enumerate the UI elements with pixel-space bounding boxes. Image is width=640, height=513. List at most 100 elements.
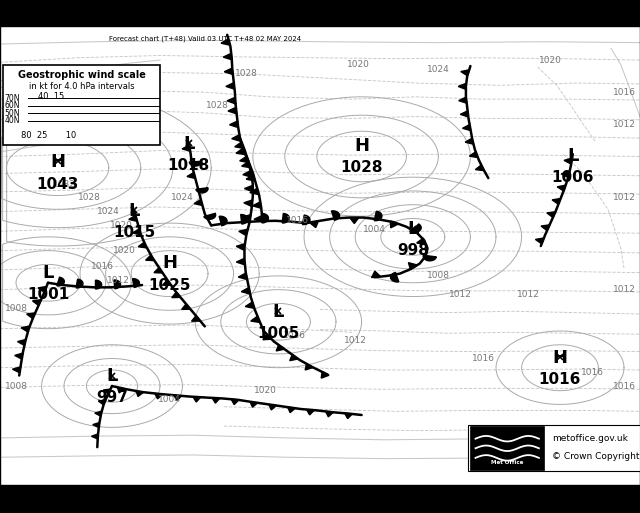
Polygon shape <box>305 364 313 370</box>
Text: L: L <box>129 202 140 220</box>
Polygon shape <box>310 221 318 228</box>
Polygon shape <box>236 259 245 265</box>
FancyBboxPatch shape <box>470 426 544 470</box>
Polygon shape <box>288 407 295 412</box>
Polygon shape <box>136 391 143 397</box>
Polygon shape <box>189 161 202 166</box>
Text: 1020: 1020 <box>110 221 133 230</box>
Polygon shape <box>204 213 216 220</box>
Polygon shape <box>242 214 251 221</box>
Polygon shape <box>138 242 147 248</box>
Polygon shape <box>349 218 359 224</box>
Text: 1016: 1016 <box>612 88 636 97</box>
Text: 1012: 1012 <box>612 193 636 202</box>
Text: 70N: 70N <box>4 93 20 103</box>
Polygon shape <box>103 389 111 394</box>
Text: 1024: 1024 <box>427 65 450 74</box>
Text: 80  25       10: 80 25 10 <box>21 131 76 141</box>
Text: 998: 998 <box>397 243 429 258</box>
Polygon shape <box>246 175 255 181</box>
Polygon shape <box>114 280 120 289</box>
Polygon shape <box>93 423 99 427</box>
Text: Forecast chart (T+48) Valid 03 UTC T+48 02 MAY 2024: Forecast chart (T+48) Valid 03 UTC T+48 … <box>100 10 310 19</box>
Polygon shape <box>417 238 426 244</box>
Text: 1006: 1006 <box>552 170 594 185</box>
Polygon shape <box>191 316 200 321</box>
Polygon shape <box>221 39 230 45</box>
Text: L: L <box>183 135 195 153</box>
Text: Forecast chart (T+48) Valid 03 UTC T+48 02 MAY 2024: Forecast chart (T+48) Valid 03 UTC T+48 … <box>109 36 301 42</box>
Text: 1016: 1016 <box>539 372 581 387</box>
Text: 1012: 1012 <box>449 290 472 299</box>
Polygon shape <box>76 279 83 288</box>
Text: 1020: 1020 <box>539 55 562 65</box>
Polygon shape <box>303 215 310 225</box>
Text: L: L <box>106 367 118 385</box>
Text: 1012: 1012 <box>612 285 636 294</box>
Text: 1004: 1004 <box>363 226 386 234</box>
Text: in kt for 4.0 hPa intervals: in kt for 4.0 hPa intervals <box>29 82 134 91</box>
Text: H: H <box>552 349 568 367</box>
Text: L: L <box>273 303 284 321</box>
Polygon shape <box>242 162 251 168</box>
Polygon shape <box>459 97 467 103</box>
Polygon shape <box>561 172 570 177</box>
Polygon shape <box>95 280 102 289</box>
Polygon shape <box>174 395 182 401</box>
Text: L: L <box>407 220 419 238</box>
Text: 1032: 1032 <box>52 180 76 189</box>
Polygon shape <box>163 280 172 285</box>
Text: 1016: 1016 <box>472 354 495 363</box>
Polygon shape <box>155 393 163 399</box>
Polygon shape <box>226 83 234 89</box>
Polygon shape <box>232 135 241 141</box>
Polygon shape <box>235 142 244 148</box>
Text: 1012: 1012 <box>107 276 130 285</box>
Polygon shape <box>469 152 478 157</box>
Polygon shape <box>196 188 208 193</box>
Polygon shape <box>241 214 248 224</box>
Polygon shape <box>564 158 572 164</box>
Text: 1016: 1016 <box>612 382 636 390</box>
Text: 60N: 60N <box>4 101 20 110</box>
Text: L: L <box>42 264 54 282</box>
Text: 1020: 1020 <box>254 386 277 395</box>
Polygon shape <box>240 156 249 163</box>
Polygon shape <box>223 53 232 60</box>
Text: 1012: 1012 <box>516 290 540 299</box>
Polygon shape <box>172 292 180 298</box>
Polygon shape <box>182 145 190 151</box>
Text: 1016: 1016 <box>91 262 114 271</box>
Polygon shape <box>245 302 255 308</box>
Polygon shape <box>118 387 125 393</box>
Text: 1016: 1016 <box>286 216 309 225</box>
Text: 1043: 1043 <box>36 176 79 191</box>
Polygon shape <box>230 121 238 128</box>
Text: 40N: 40N <box>4 116 20 125</box>
Polygon shape <box>57 277 65 286</box>
Polygon shape <box>423 255 436 261</box>
Text: 1012: 1012 <box>344 336 367 345</box>
Polygon shape <box>372 271 381 278</box>
Text: 1028: 1028 <box>206 102 229 110</box>
Polygon shape <box>238 273 247 280</box>
Polygon shape <box>132 279 140 287</box>
Text: metoffice.gov.uk: metoffice.gov.uk <box>552 434 628 443</box>
Polygon shape <box>282 213 289 223</box>
Polygon shape <box>194 200 202 206</box>
Polygon shape <box>244 200 252 207</box>
Polygon shape <box>476 165 484 171</box>
Polygon shape <box>15 353 23 359</box>
Polygon shape <box>251 316 260 323</box>
Polygon shape <box>460 111 468 117</box>
Polygon shape <box>410 224 421 232</box>
Polygon shape <box>321 372 329 378</box>
Polygon shape <box>132 229 141 235</box>
Polygon shape <box>332 211 340 220</box>
Polygon shape <box>17 340 26 345</box>
Text: H: H <box>50 153 65 171</box>
Text: 1018: 1018 <box>168 158 210 173</box>
Text: 1016: 1016 <box>580 368 604 377</box>
Text: 1001: 1001 <box>27 287 69 302</box>
Polygon shape <box>253 202 261 208</box>
